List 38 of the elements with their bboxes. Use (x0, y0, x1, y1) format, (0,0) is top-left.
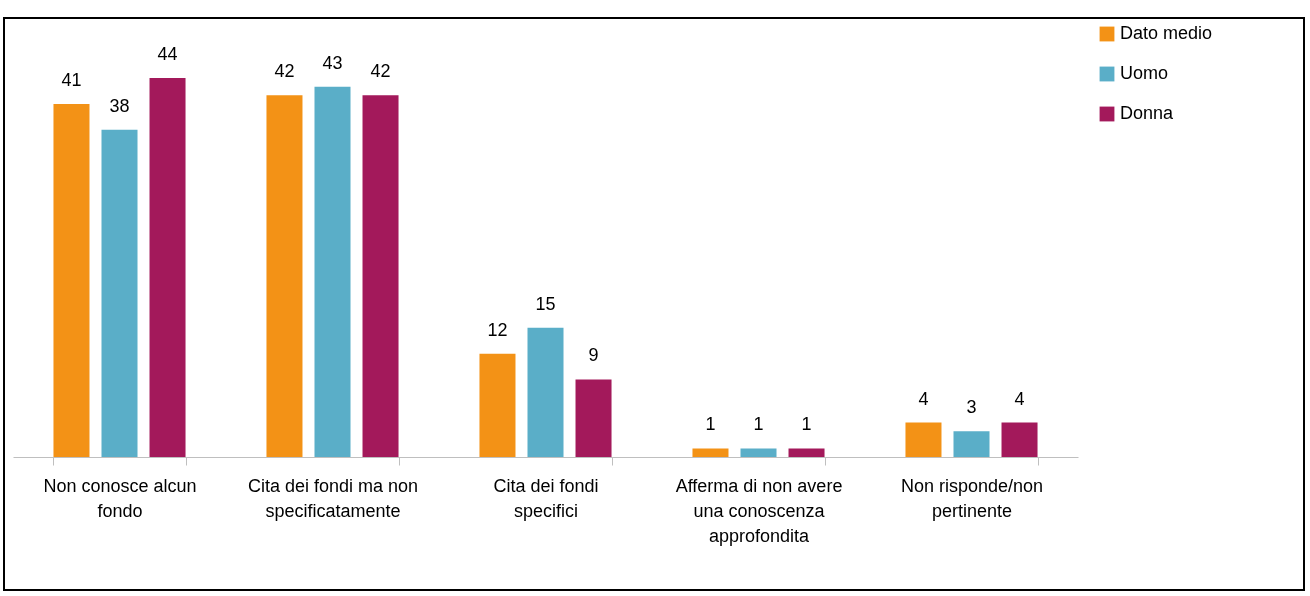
bar (266, 95, 303, 457)
bar (479, 353, 516, 457)
data-label: 1 (753, 414, 764, 435)
x-tick-label: Cita dei fondi specifici (493, 475, 599, 521)
x-tick-label: Non conosce alcun fondo (43, 475, 197, 521)
data-label: 15 (535, 293, 556, 314)
data-label: 3 (966, 397, 977, 418)
bar (575, 379, 612, 457)
data-label: 42 (274, 61, 295, 82)
legend-label: Dato medio (1120, 23, 1213, 43)
bar (740, 448, 777, 457)
data-label: 4 (1014, 388, 1025, 409)
legend-label: Uomo (1120, 63, 1169, 83)
bar (362, 95, 399, 457)
data-label: 9 (588, 345, 599, 366)
bar (101, 129, 138, 457)
data-label: 41 (61, 69, 82, 90)
data-label: 38 (109, 95, 130, 116)
x-tick-label: Cita dei fondi ma non specificatamente (247, 475, 419, 521)
legend-label: Donna (1120, 103, 1175, 123)
bar (53, 103, 90, 457)
bar (788, 448, 825, 457)
bar (1001, 422, 1038, 457)
x-tick-label: Afferma di non avere una conoscenza approfondita (675, 475, 843, 546)
data-label: 12 (487, 319, 508, 340)
bar (527, 327, 564, 457)
bar (905, 422, 942, 457)
data-label: 1 (801, 414, 812, 435)
data-label: 1 (705, 414, 716, 435)
bar (953, 431, 990, 457)
bar (149, 78, 186, 457)
data-label: 43 (322, 52, 343, 73)
data-label: 4 (918, 388, 929, 409)
data-label: 42 (370, 61, 391, 82)
bar (314, 86, 351, 457)
bar (692, 448, 729, 457)
data-label: 44 (157, 44, 178, 65)
x-tick-label: Non risponde/non pertinente (900, 475, 1044, 521)
